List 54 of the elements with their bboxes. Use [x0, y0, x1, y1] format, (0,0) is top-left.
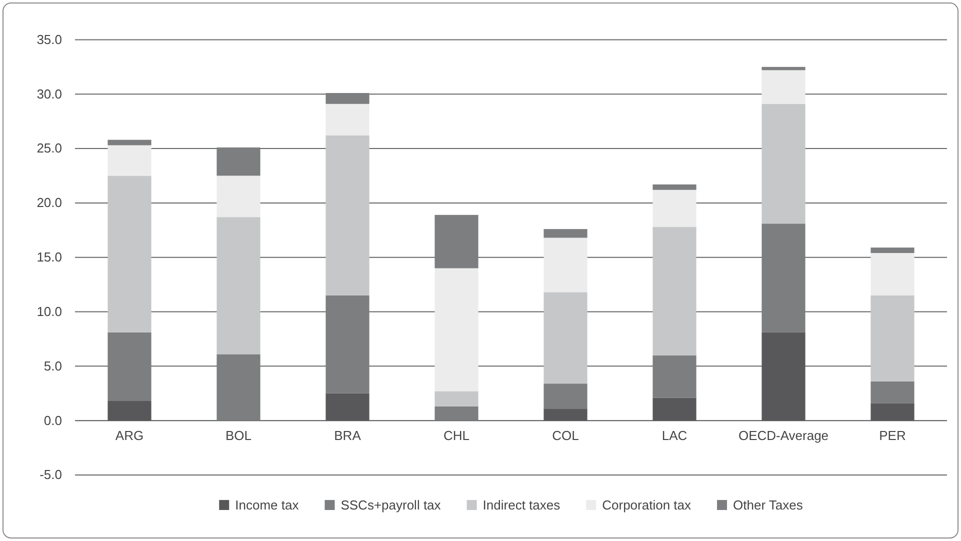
bar [326, 104, 370, 136]
bar [544, 384, 588, 409]
bar [326, 135, 370, 296]
bar [216, 147, 260, 176]
bar [762, 66, 806, 70]
bar [762, 70, 806, 104]
bar [434, 214, 478, 268]
legend-label: Other Taxes [733, 498, 804, 512]
bar [108, 140, 152, 146]
bar [652, 226, 696, 356]
x-tick-label: BOL [225, 428, 252, 443]
bar [216, 217, 260, 354]
legend-label: Indirect taxes [482, 498, 561, 512]
legend-label: Corporation tax [602, 498, 692, 512]
bar [108, 145, 152, 176]
y-tick-label: 0.0 [44, 412, 62, 428]
x-tick-label: COL [552, 428, 579, 443]
bar [108, 176, 152, 332]
y-tick-label: 30.0 [36, 86, 62, 102]
bar [652, 184, 696, 190]
bar [762, 104, 806, 224]
bar [326, 93, 370, 104]
y-tick-label: -5.0 [40, 467, 62, 482]
y-tick-label: 20.0 [36, 195, 62, 210]
bar [544, 229, 588, 238]
bar [870, 248, 914, 253]
legend-label: Income tax [235, 498, 300, 512]
y-tick-label: 5.0 [44, 358, 62, 374]
bar [652, 355, 696, 398]
bar [870, 252, 914, 296]
y-tick-label: 35.0 [36, 32, 62, 47]
legend-label: SSCs+payroll tax [340, 498, 442, 512]
bar [870, 381, 914, 404]
bar [870, 295, 914, 382]
y-tick-label: 10.0 [36, 304, 62, 319]
bar [762, 224, 806, 332]
x-tick-label: OECD-Average [738, 428, 829, 443]
x-tick-label: CHL [443, 428, 470, 443]
x-tick-label: LAC [662, 428, 688, 443]
y-tick-label: 25.0 [36, 140, 62, 156]
bar [434, 406, 478, 421]
bar [544, 292, 588, 384]
x-tick-label: BRA [334, 428, 362, 443]
bar [326, 295, 370, 394]
y-tick-label: 15.0 [36, 250, 62, 265]
x-tick-label: PER [879, 428, 906, 443]
bar [434, 391, 478, 406]
bar [544, 238, 588, 292]
bar [652, 190, 696, 227]
bar [216, 354, 260, 421]
bar [216, 176, 260, 218]
x-tick-label: ARG [115, 428, 144, 443]
bar [108, 332, 152, 401]
bar [434, 268, 478, 392]
